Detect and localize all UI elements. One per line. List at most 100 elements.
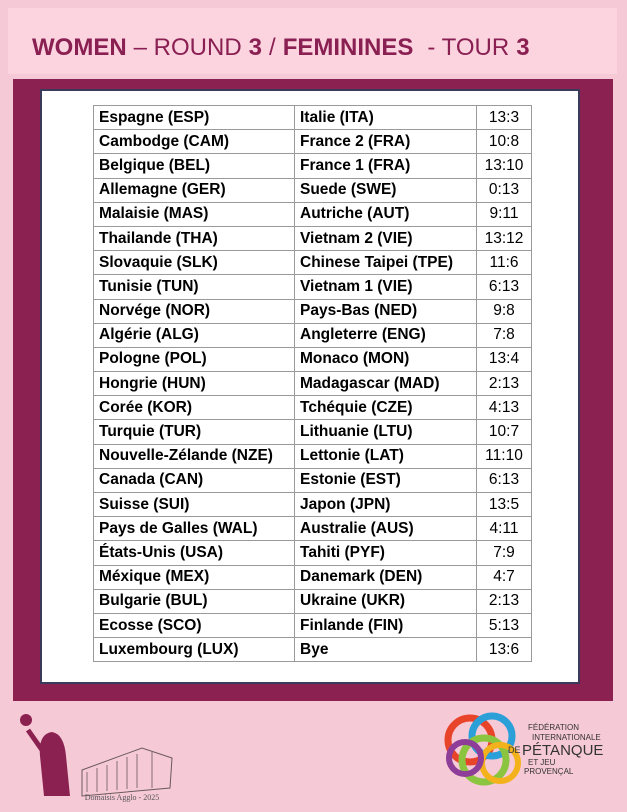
logo-text-group: FÉDÉRATION INTERNATIONALE DE PÉTANQUE ET… <box>508 723 603 776</box>
table-row: Tunisie (TUN) Vietnam 1 (VIE) 6:13 <box>93 274 532 300</box>
logo-text: PROVENÇAL <box>524 767 574 776</box>
table-row: Hongrie (HUN) Madagascar (MAD) 2:13 <box>93 371 532 397</box>
team-cell: Vietnam 1 (VIE) <box>294 274 477 300</box>
table-row: Algérie (ALG) Angleterre (ENG) 7:8 <box>93 322 532 348</box>
table-row: Pologne (POL) Monaco (MON) 13:4 <box>93 346 532 373</box>
team-cell: Méxique (MEX) <box>93 564 295 590</box>
score-cell: 13:5 <box>476 491 532 518</box>
team-cell: Cambodge (CAM) <box>93 129 295 155</box>
score-cell: 13:4 <box>476 346 532 373</box>
score-cell: 13:3 <box>476 104 532 131</box>
team-cell: Turquie (TUR) <box>93 419 295 445</box>
team-cell: Thailande (THA) <box>93 225 295 252</box>
team-cell: Finlande (FIN) <box>294 612 477 639</box>
score-cell: 7:8 <box>476 322 532 348</box>
team-cell: Corée (KOR) <box>93 395 295 421</box>
team-cell: Hongrie (HUN) <box>93 371 295 397</box>
team-cell: Ukraine (UKR) <box>294 588 477 614</box>
table-row: Méxique (MEX) Danemark (DEN) 4:7 <box>93 564 532 590</box>
table-row: États-Unis (USA) Tahiti (PYF) 7:9 <box>93 540 532 566</box>
table-row: Turquie (TUR) Lithuanie (LTU) 10:7 <box>93 419 532 445</box>
logo-text: FÉDÉRATION <box>528 723 579 732</box>
team-cell: Bye <box>294 637 477 663</box>
team-cell: Suede (SWE) <box>294 177 477 203</box>
team-cell: Japon (JPN) <box>294 491 477 518</box>
score-cell: 11:10 <box>476 443 532 469</box>
team-cell: Canada (CAN) <box>93 467 295 494</box>
table-row: Ecosse (SCO) Finlande (FIN) 5:13 <box>93 612 532 639</box>
title-part: WOMEN <box>32 34 127 61</box>
score-cell: 6:13 <box>476 274 532 300</box>
title-part: - TOUR <box>427 34 510 61</box>
team-cell: Lithuanie (LTU) <box>294 419 477 445</box>
score-cell: 0:13 <box>476 177 532 203</box>
team-cell: Allemagne (GER) <box>93 177 295 203</box>
team-cell: Luxembourg (LUX) <box>93 637 295 663</box>
table-row: Allemagne (GER) Suede (SWE) 0:13 <box>93 177 532 203</box>
title-part: – ROUND <box>133 34 242 61</box>
team-cell: Suisse (SUI) <box>93 491 295 518</box>
table-row: Canada (CAN) Estonie (EST) 6:13 <box>93 467 532 494</box>
team-cell: Pays-Bas (NED) <box>294 298 477 324</box>
title-part: / <box>269 34 276 61</box>
team-cell: Pays de Galles (WAL) <box>93 516 295 542</box>
logo-text: DE <box>508 745 521 755</box>
table-row: Luxembourg (LUX) Bye 13:6 <box>93 637 532 663</box>
team-cell: Algérie (ALG) <box>93 322 295 348</box>
score-cell: 4:13 <box>476 395 532 421</box>
logo-text: INTERNATIONALE <box>532 733 601 742</box>
table-row: Suisse (SUI) Japon (JPN) 13:5 <box>93 491 532 518</box>
score-cell: 2:13 <box>476 371 532 397</box>
logo-text: ET JEU <box>528 758 556 767</box>
team-cell: Tahiti (PYF) <box>294 540 477 566</box>
score-cell: 4:7 <box>476 564 532 590</box>
table-row: Norvége (NOR) Pays-Bas (NED) 9:8 <box>93 298 532 324</box>
team-cell: Angleterre (ENG) <box>294 322 477 348</box>
table-row: Bulgarie (BUL) Ukraine (UKR) 2:13 <box>93 588 532 614</box>
title-part: FEMININES <box>282 34 414 61</box>
team-cell: Malaisie (MAS) <box>93 201 295 227</box>
score-cell: 2:13 <box>476 588 532 614</box>
table-row: Espagne (ESP) Italie (ITA) 13:3 <box>93 104 532 131</box>
table-row: Slovaquie (SLK) Chinese Taipei (TPE) 11:6 <box>93 250 532 276</box>
score-cell: 13:10 <box>476 153 532 179</box>
team-cell: Slovaquie (SLK) <box>93 250 295 276</box>
team-cell: Pologne (POL) <box>93 346 295 373</box>
score-cell: 7:9 <box>476 540 532 566</box>
team-cell: Tunisie (TUN) <box>93 274 295 300</box>
table-row: Malaisie (MAS) Autriche (AUT) 9:11 <box>93 201 532 227</box>
score-cell: 5:13 <box>476 612 532 639</box>
team-cell: Vietnam 2 (VIE) <box>294 225 477 252</box>
team-cell: Chinese Taipei (TPE) <box>294 250 477 276</box>
team-cell: France 2 (FRA) <box>294 129 477 155</box>
results-panel: Espagne (ESP) Italie (ITA) 13:3 Cambodge (C… <box>40 89 580 684</box>
logo-text: Domaisis Agglo - 2025 <box>85 793 159 802</box>
score-cell: 13:12 <box>476 225 532 252</box>
score-cell: 13:6 <box>476 637 532 663</box>
score-cell: 9:8 <box>476 298 532 324</box>
team-cell: Lettonie (LAT) <box>294 443 477 469</box>
team-cell: Ecosse (SCO) <box>93 612 295 639</box>
team-cell: Monaco (MON) <box>294 346 477 373</box>
table-row: Nouvelle-Zélande (NZE) Lettonie (LAT) 11:1… <box>93 443 532 469</box>
table-row: Belgique (BEL) France 1 (FRA) 13:10 <box>93 153 532 179</box>
title-part: 3 <box>248 34 263 61</box>
team-cell: Estonie (EST) <box>294 467 477 494</box>
table-row: Pays de Galles (WAL) Australie (AUS) 4:11 <box>93 516 532 542</box>
score-cell: 6:13 <box>476 467 532 494</box>
team-cell: Tchéquie (CZE) <box>294 395 477 421</box>
score-cell: 11:6 <box>476 250 532 276</box>
team-cell: Bulgarie (BUL) <box>93 588 295 614</box>
team-cell: Belgique (BEL) <box>93 153 295 179</box>
table-row: Corée (KOR) Tchéquie (CZE) 4:13 <box>93 395 532 421</box>
score-cell: 10:7 <box>476 419 532 445</box>
score-cell: 4:11 <box>476 516 532 542</box>
team-cell: Italie (ITA) <box>294 104 477 131</box>
team-cell: Madagascar (MAD) <box>294 371 477 397</box>
team-cell: Australie (AUS) <box>294 516 477 542</box>
table-row: Cambodge (CAM) France 2 (FRA) 10:8 <box>93 129 532 155</box>
team-cell: États-Unis (USA) <box>93 540 295 566</box>
team-cell: Danemark (DEN) <box>294 564 477 590</box>
team-cell: Espagne (ESP) <box>93 104 295 131</box>
